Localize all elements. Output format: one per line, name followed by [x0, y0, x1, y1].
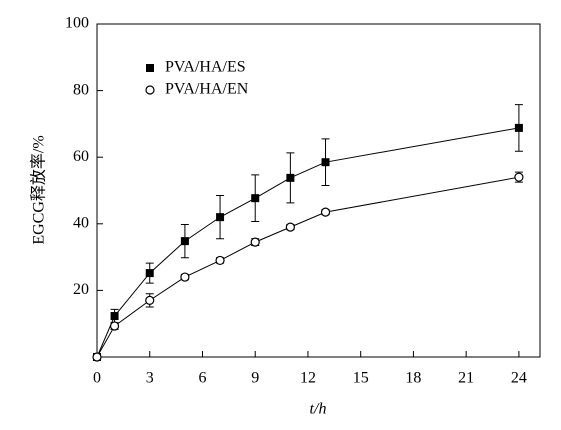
plot-frame [96, 23, 541, 358]
point [215, 255, 225, 266]
point [109, 321, 120, 331]
x-tick-label: 3 [146, 370, 154, 387]
legend-marker [145, 85, 155, 95]
point [92, 352, 102, 362]
point [180, 272, 190, 282]
legend-label: PVA/HA/EN [165, 81, 249, 98]
point [321, 158, 330, 167]
x-tick-label: 0 [93, 370, 101, 387]
x-tick-label: 21 [458, 370, 474, 387]
x-tick-label: 6 [198, 370, 206, 387]
y-tick-label: 40 [73, 214, 89, 231]
legend-marker [146, 64, 154, 72]
y-tick-label: 100 [65, 15, 89, 32]
point [110, 312, 119, 321]
x-tick-label: 12 [300, 370, 316, 387]
point [145, 269, 154, 278]
series-line [96, 176, 519, 358]
y-tick-label: 60 [73, 148, 89, 165]
legend-label: PVA/HA/ES [165, 59, 246, 76]
point [514, 172, 524, 182]
point [320, 207, 331, 217]
y-tick-label: 20 [73, 281, 89, 298]
x-axis-label: t/h [310, 401, 327, 418]
point [285, 222, 295, 232]
x-tick-label: 15 [353, 370, 369, 387]
point [250, 237, 260, 247]
x-tick-label: 24 [511, 370, 527, 387]
point [180, 237, 189, 246]
point [286, 173, 295, 182]
y-tick-label: 80 [73, 81, 89, 98]
point [145, 295, 155, 305]
x-tick-label: 18 [405, 370, 421, 387]
point [514, 123, 523, 132]
y-axis-label: EGCG释放率/% [30, 135, 48, 244]
point [216, 213, 225, 222]
series-line [96, 127, 519, 358]
point [251, 194, 260, 203]
x-tick-label: 9 [251, 370, 259, 387]
